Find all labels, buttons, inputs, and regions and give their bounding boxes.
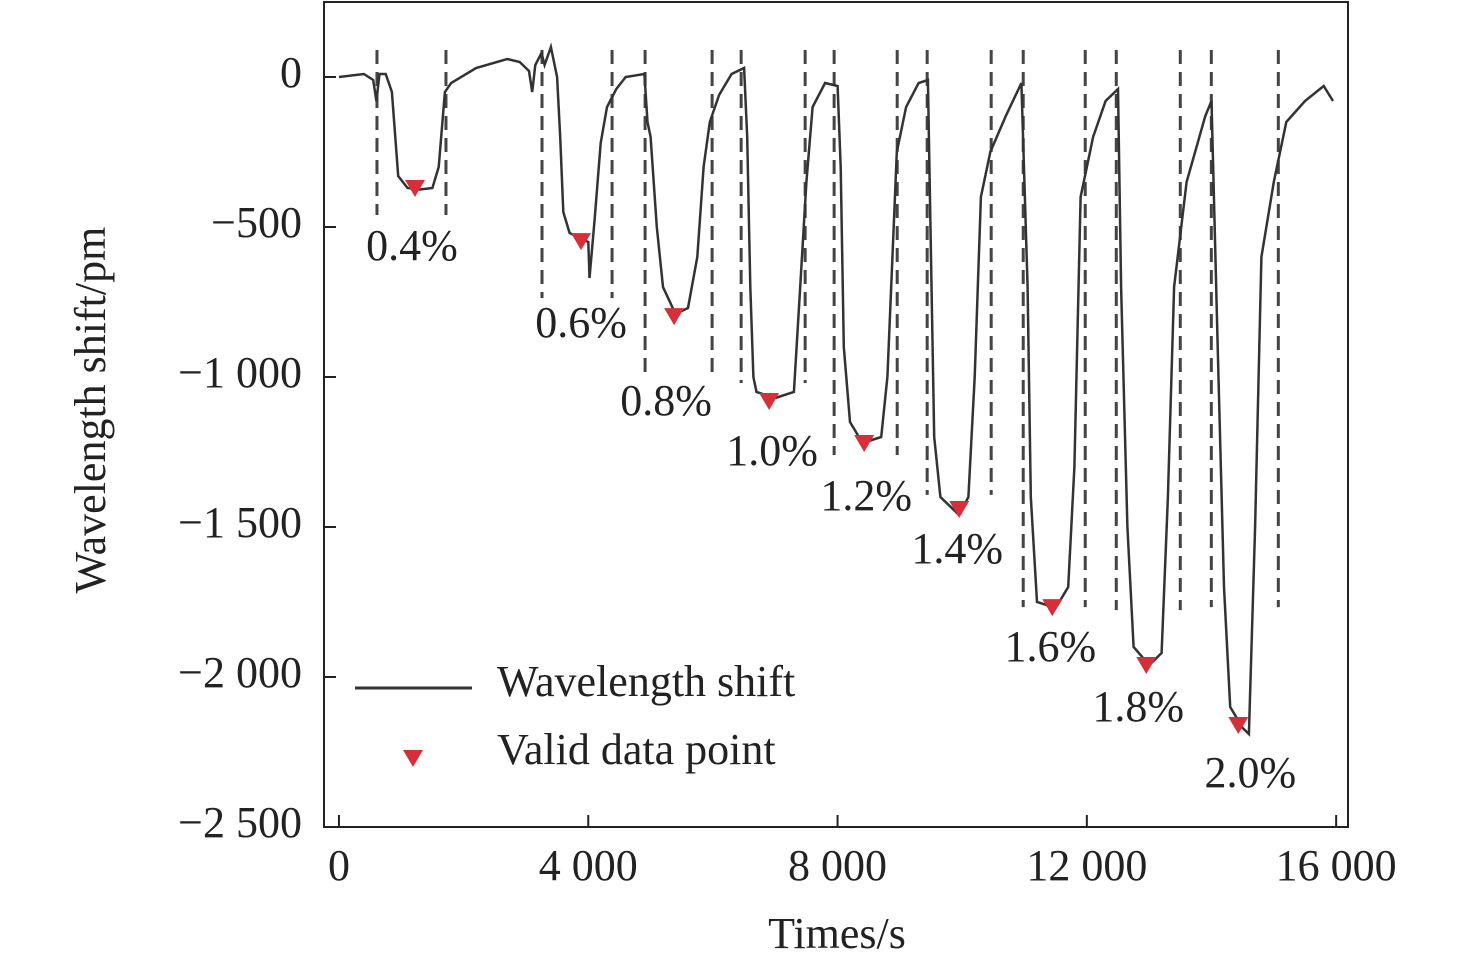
- valid-point: [1136, 657, 1157, 674]
- valid-point: [1228, 717, 1249, 734]
- y-tick-label: −500: [211, 198, 302, 247]
- legend-marker: [403, 750, 423, 767]
- x-tick-label: 4 000: [539, 841, 638, 890]
- x-tick-label: 8 000: [788, 841, 887, 890]
- y-tick-label: −1 000: [178, 348, 302, 397]
- y-tick-label: 0: [280, 48, 302, 97]
- y-axis-title: Wavelength shift/pm: [66, 227, 115, 594]
- valid-point: [759, 393, 780, 410]
- concentration-label: 1.6%: [1004, 622, 1096, 671]
- valid-point: [571, 233, 592, 251]
- y-tick-label: −2 000: [178, 648, 302, 697]
- concentration-label: 1.4%: [911, 524, 1003, 573]
- x-tick-label: 16 000: [1276, 841, 1397, 890]
- y-tick-label: −1 500: [178, 498, 302, 547]
- concentration-label: 1.8%: [1092, 682, 1184, 731]
- concentration-label: 1.2%: [820, 471, 912, 520]
- concentration-label: 0.6%: [535, 298, 627, 347]
- x-axis-title: Times/s: [768, 909, 906, 958]
- concentration-label: 0.8%: [620, 376, 712, 425]
- legend-label: Valid data point: [497, 725, 776, 774]
- valid-point: [1042, 599, 1063, 617]
- valid-point: [949, 501, 970, 518]
- concentration-label: 0.4%: [366, 221, 458, 270]
- plot-frame: [323, 1, 1349, 828]
- x-tick-label: 12 000: [1026, 841, 1147, 890]
- valid-point: [854, 435, 875, 452]
- data-line: [338, 42, 1335, 737]
- concentration-label: 1.0%: [726, 426, 818, 475]
- x-tick-label: 0: [328, 841, 350, 890]
- legend-label: Wavelength shift: [497, 657, 795, 706]
- valid-point: [404, 180, 425, 197]
- y-tick-label: −2 500: [178, 798, 302, 847]
- concentration-label: 2.0%: [1204, 748, 1296, 797]
- valid-point: [664, 308, 685, 326]
